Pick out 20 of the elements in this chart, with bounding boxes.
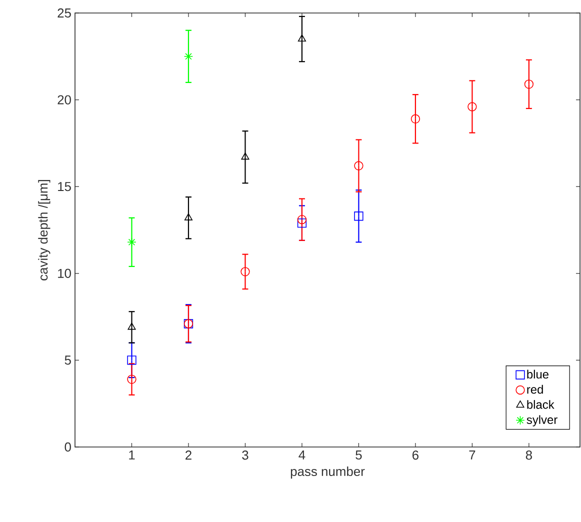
y-tick-label: 0 [64,442,71,452]
x-tick-label: 2 [186,450,192,460]
legend-label: blue [527,370,548,379]
y-tick-label: 5 [64,356,71,365]
x-tick-label: 3 [242,450,248,460]
y-tick-label: 25 [58,8,71,18]
x-tick-label: 5 [356,450,362,460]
x-tick-label: 8 [526,450,532,460]
legend-label: black [527,400,554,409]
x-tick-label: 4 [298,450,306,460]
x-axis-title: pass number [290,466,365,479]
y-axis-title: cavity depth /[μm] [38,180,50,280]
y-tick-label: 20 [58,95,71,104]
y-tick-label: 10 [58,268,71,278]
x-tick-label: 1 [129,450,135,460]
x-tick-label: 6 [412,450,418,460]
y-tick-label: 15 [58,182,71,192]
legend-label: sylver [526,415,558,426]
legend-label: red [527,384,543,394]
x-tick-label: 7 [469,450,476,460]
